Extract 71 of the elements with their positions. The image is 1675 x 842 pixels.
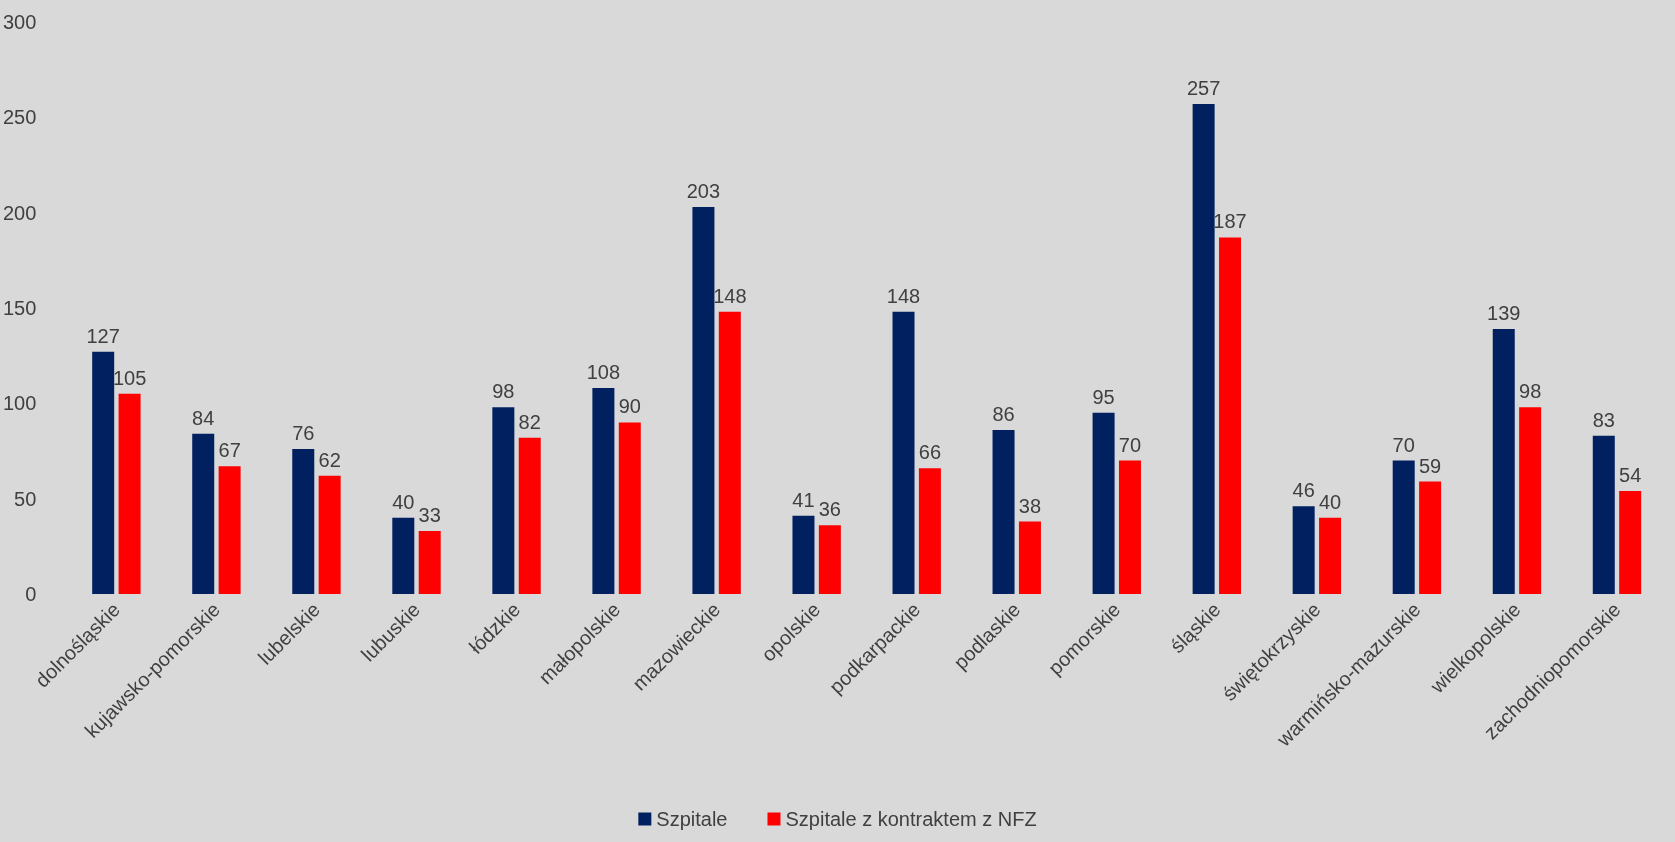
data-label: 40	[1318, 490, 1342, 513]
data-label: 70	[1118, 433, 1142, 456]
bar	[1419, 481, 1442, 594]
data-label: 82	[518, 410, 541, 433]
y-tick-label: 300	[2, 11, 37, 33]
data-label: 90	[618, 395, 641, 418]
bar	[292, 449, 315, 594]
bar	[592, 388, 615, 594]
bar	[992, 430, 1015, 594]
data-label: 98	[492, 380, 515, 403]
bar	[618, 422, 641, 594]
data-label: 108	[586, 361, 621, 384]
bar	[318, 475, 341, 594]
bar	[92, 351, 115, 594]
data-label: 66	[918, 441, 942, 464]
y-tick-label: 200	[2, 201, 37, 224]
data-label: 95	[1092, 385, 1115, 408]
data-label: 139	[1487, 301, 1521, 324]
bar	[1592, 435, 1615, 594]
bar	[718, 311, 741, 594]
bar	[1319, 517, 1342, 594]
y-tick-label: 250	[2, 106, 37, 129]
data-label: 59	[1418, 454, 1442, 477]
y-tick-label: 0	[25, 583, 37, 605]
bar	[192, 433, 215, 594]
bar	[818, 525, 841, 594]
bar	[1092, 412, 1115, 594]
data-label: 70	[1392, 433, 1415, 456]
bar	[1219, 237, 1242, 594]
data-label: 62	[318, 448, 341, 471]
data-label: 36	[818, 498, 841, 521]
data-label: 41	[792, 488, 815, 511]
legend-label: Szpitale	[656, 808, 728, 830]
bar	[118, 393, 141, 594]
data-label: 86	[992, 403, 1015, 426]
bar	[1192, 103, 1215, 594]
data-label: 203	[686, 179, 721, 202]
data-label: 127	[86, 324, 120, 347]
data-label: 40	[392, 490, 415, 513]
bar	[1519, 407, 1542, 594]
y-tick-label: 100	[2, 392, 37, 415]
bar	[418, 531, 441, 594]
data-label: 83	[1592, 408, 1615, 431]
bar	[492, 407, 515, 594]
bar	[1018, 521, 1041, 594]
bar	[1392, 460, 1415, 594]
bar	[1118, 460, 1141, 594]
bar	[892, 311, 915, 594]
bar	[692, 206, 715, 594]
bar	[518, 437, 541, 594]
data-label: 38	[1018, 494, 1042, 517]
bar	[218, 466, 241, 594]
data-label: 76	[292, 422, 315, 445]
bar	[918, 468, 941, 594]
legend-label: Szpitale z kontraktem z NFZ	[785, 808, 1037, 830]
bar	[792, 515, 815, 594]
data-label: 46	[1292, 479, 1315, 502]
data-label: 105	[112, 366, 147, 389]
bar	[1492, 328, 1515, 594]
y-tick-label: 50	[14, 487, 37, 510]
bar	[392, 517, 415, 594]
bar	[1292, 506, 1315, 594]
data-label: 67	[218, 439, 241, 462]
data-label: 257	[1186, 76, 1221, 99]
data-label: 148	[886, 284, 921, 307]
y-tick-label: 150	[2, 297, 37, 319]
bar	[1619, 491, 1642, 594]
data-label: 33	[418, 504, 441, 527]
data-label: 84	[192, 406, 215, 429]
data-label: 98	[1519, 380, 1542, 403]
data-label: 54	[1619, 464, 1642, 487]
